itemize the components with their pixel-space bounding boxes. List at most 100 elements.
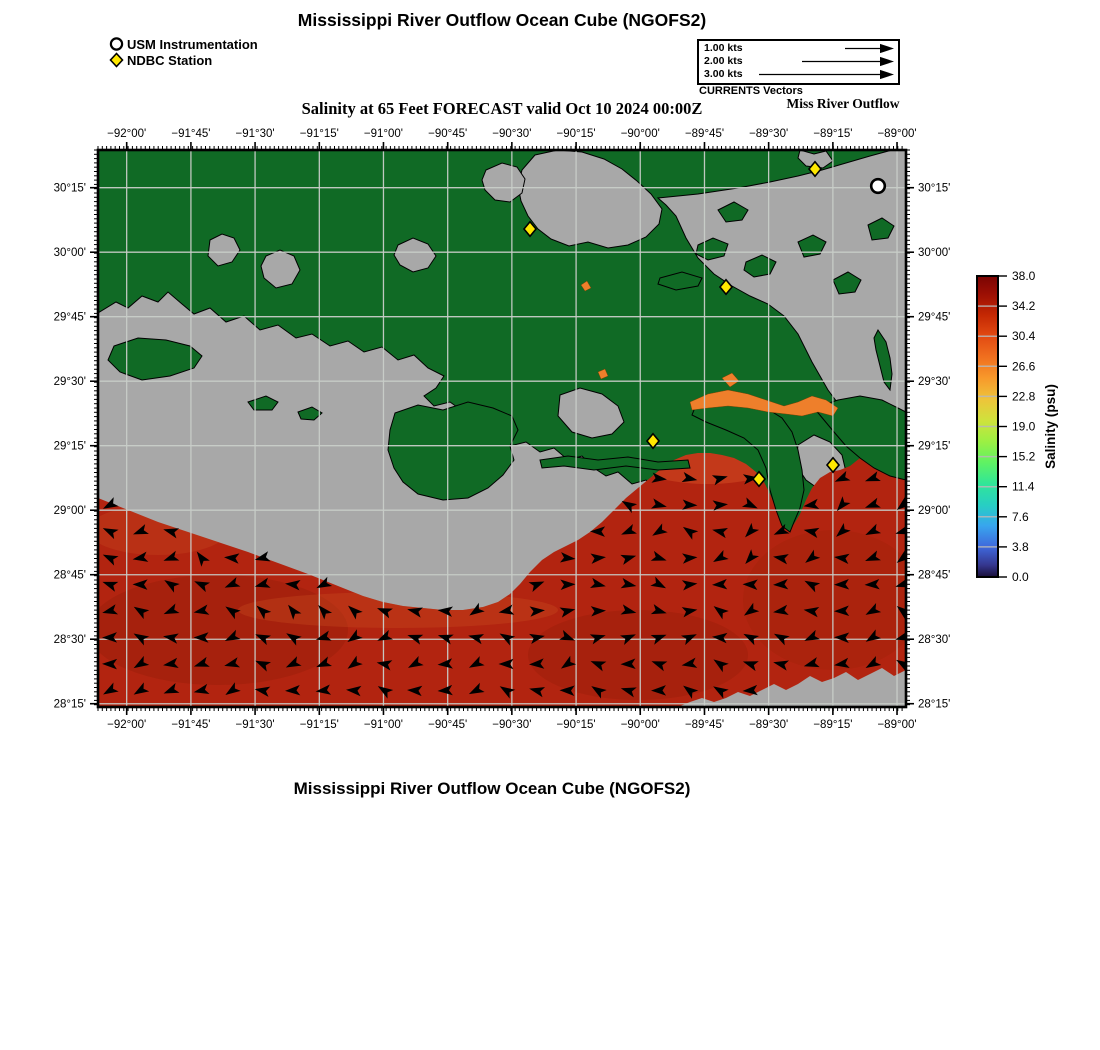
current-arrow <box>896 549 906 563</box>
currents-key-1kt: 1.00 kts <box>704 42 743 54</box>
current-arrow <box>193 632 209 643</box>
current-arrow <box>194 581 211 593</box>
lon-tick-label: −89°30' <box>749 128 788 140</box>
current-arrow <box>743 633 760 646</box>
current-arrow <box>683 685 699 699</box>
current-arrow <box>559 607 576 618</box>
current-arrow <box>224 629 241 642</box>
current-arrow <box>499 633 516 646</box>
lat-lon-gridlines <box>98 150 906 707</box>
lon-tick-label: −89°15' <box>813 719 852 731</box>
current-arrow <box>742 579 758 590</box>
current-arrow <box>347 629 363 642</box>
current-arrow <box>864 497 881 508</box>
current-arrow <box>498 604 515 615</box>
lon-tick-label: −89°15' <box>813 128 852 140</box>
barataria-bay <box>557 387 625 439</box>
current-arrow <box>288 604 302 620</box>
colorbar-title: Salinity (psu) <box>1043 384 1058 469</box>
current-arrow <box>895 524 906 535</box>
current-arrow <box>407 685 423 697</box>
colorbar-tick-label: 26.6 <box>1012 359 1036 373</box>
current-arrow <box>741 497 758 509</box>
current-arrow <box>377 686 394 699</box>
current-arrow <box>254 577 271 588</box>
current-arrow <box>745 549 760 565</box>
current-arrow <box>163 528 180 539</box>
lat-tick-label: 30°00' <box>918 247 950 259</box>
current-arrow <box>865 655 882 668</box>
lake-west-1 <box>207 233 241 267</box>
current-arrow <box>133 524 149 535</box>
lon-tick-label: −90°00' <box>621 128 660 140</box>
current-arrow <box>529 606 545 617</box>
colorbar-tick-label: 11.4 <box>1012 480 1035 494</box>
current-arrow <box>102 528 119 540</box>
current-arrow <box>865 523 882 536</box>
lat-tick-label: 29°15' <box>918 441 950 453</box>
current-arrow <box>713 606 729 620</box>
current-arrow <box>650 550 667 561</box>
current-arrow <box>498 658 514 670</box>
current-arrow <box>529 633 545 645</box>
current-arrow <box>681 580 698 591</box>
current-arrow <box>834 470 851 482</box>
currents-key-3kt: 3.00 kts <box>704 68 743 80</box>
current-arrow <box>865 603 882 615</box>
current-arrow <box>681 607 698 618</box>
ndbc-station-marker <box>522 220 538 238</box>
plume-blob-2 <box>580 280 592 292</box>
lat-tick-label: 30°15' <box>54 183 86 195</box>
ndbc-station-marker <box>751 470 767 488</box>
colorbar-tick-label: 0.0 <box>1012 570 1029 584</box>
current-arrow <box>711 475 728 486</box>
ndbc-diamond-icon <box>109 52 124 68</box>
ndbc-station-marker <box>645 432 661 450</box>
current-arrow <box>560 655 577 669</box>
forecast-subtitle: Salinity at 65 Feet FORECAST valid Oct 1… <box>301 99 703 118</box>
current-arrow <box>376 660 393 671</box>
current-arrow <box>408 656 424 668</box>
currents-key-2kt: 2.00 kts <box>704 55 743 67</box>
current-arrow <box>193 656 210 667</box>
lat-tick-label: 29°45' <box>918 312 950 324</box>
lat-tick-label: 29°15' <box>54 441 86 453</box>
current-arrow <box>437 606 454 617</box>
colorbar-tick-label: 38.0 <box>1012 269 1036 283</box>
lon-tick-label: −90°15' <box>557 128 596 140</box>
current-arrow <box>804 629 821 641</box>
ndbc-station-marker <box>807 160 823 178</box>
current-arrow <box>377 629 394 641</box>
current-arrow <box>286 633 302 646</box>
current-arrow <box>224 657 241 668</box>
current-arrow <box>559 552 576 563</box>
current-arrow <box>836 496 851 512</box>
current-arrow <box>681 471 698 483</box>
current-arrow <box>620 658 636 669</box>
current-arrow <box>803 657 820 668</box>
coast-blob-ne <box>797 150 834 169</box>
current-arrow <box>713 686 729 699</box>
current-arrow <box>133 655 150 669</box>
current-arrow <box>193 683 210 694</box>
current-arrow <box>834 657 850 669</box>
lat-tick-label: 30°15' <box>918 183 950 195</box>
current-arrow <box>225 682 241 695</box>
colorbar-border <box>976 275 999 578</box>
lon-tick-label: −92°00' <box>107 128 146 140</box>
current-arrow <box>315 684 332 695</box>
map-figure: −92°00' −92°00' −91°45' −91°45' −91°30' −91°3… <box>54 128 1058 731</box>
lon-tick-label: −91°15' <box>300 128 339 140</box>
legend-ndbc-label: NDBC Station <box>127 52 213 68</box>
current-arrow <box>773 604 789 616</box>
river-plume-shapes <box>580 280 839 417</box>
lon-tick-label: −89°45' <box>685 719 724 731</box>
current-arrow <box>559 685 575 696</box>
currents-key-caption: CURRENTS Vectors <box>699 85 803 97</box>
current-vectors <box>102 470 906 699</box>
lon-tick-label: −90°45' <box>428 128 467 140</box>
current-arrow <box>285 656 302 668</box>
map-plot-area <box>98 150 906 707</box>
current-arrow <box>102 604 119 615</box>
ndbc-station-marker <box>718 278 734 296</box>
